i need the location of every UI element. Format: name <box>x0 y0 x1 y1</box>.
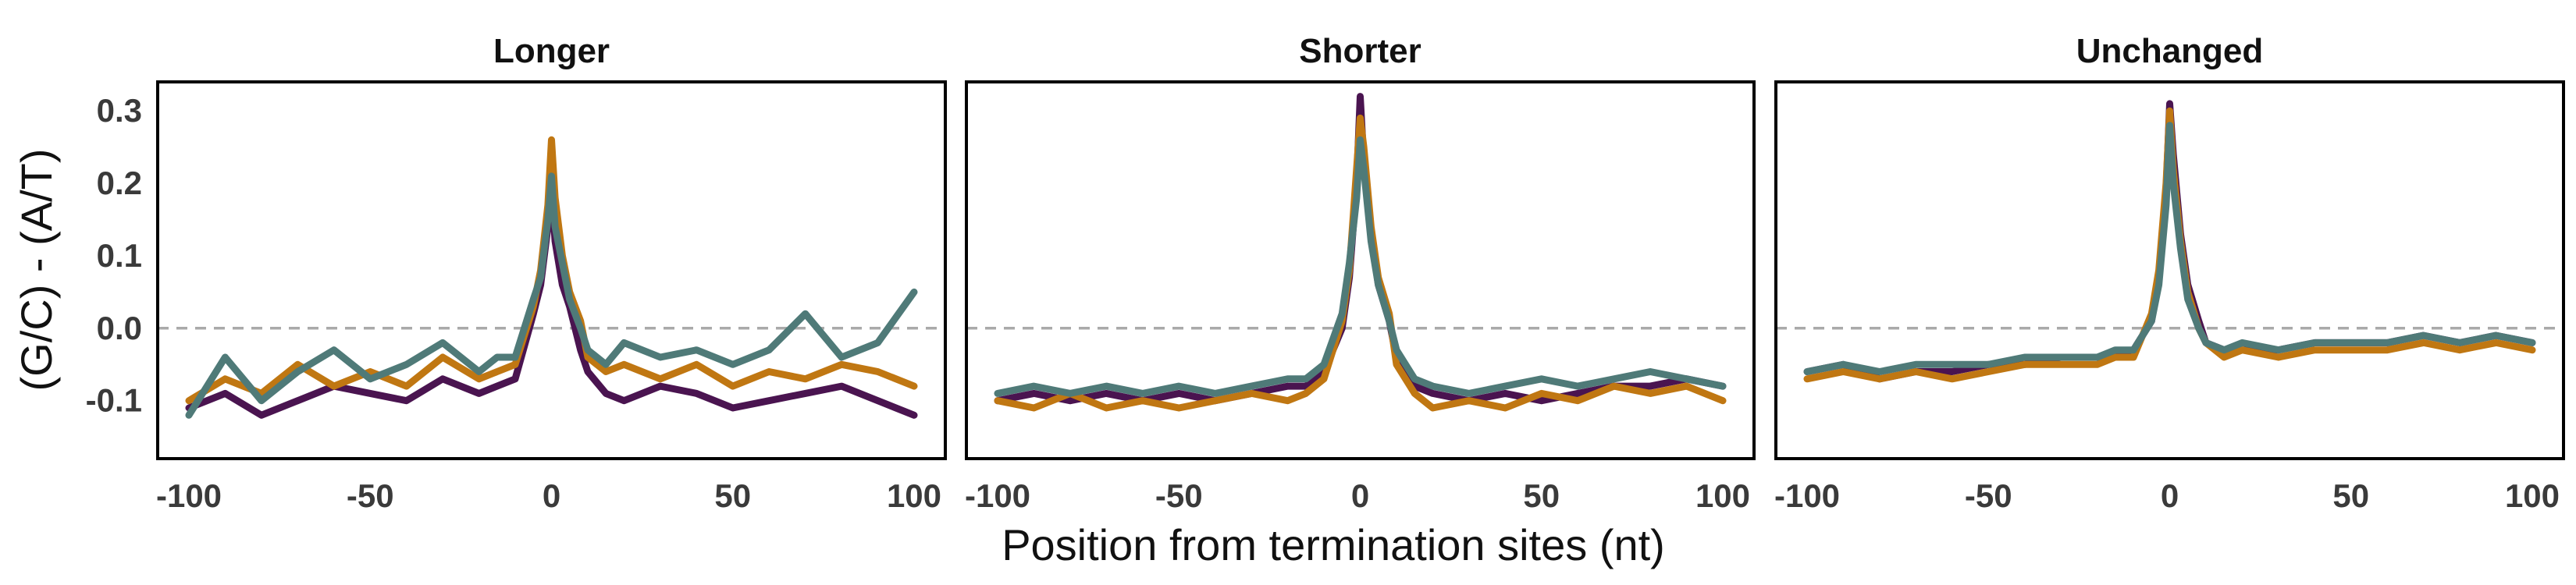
x-tick-label: 50 <box>1523 477 1560 514</box>
panel-title-shorter: Shorter <box>1299 32 1421 70</box>
y-tick-label: -0.1 <box>86 382 142 419</box>
x-tick-label: 100 <box>2505 477 2560 514</box>
y-tick-label: 0.3 <box>97 92 142 129</box>
panel-title-unchanged: Unchanged <box>2076 32 2264 70</box>
x-tick-label: -100 <box>1774 477 1840 514</box>
panel-frame <box>965 80 1756 460</box>
x-tick-label: -50 <box>1965 477 2012 514</box>
y-axis-label: (G/C) - (A/T) <box>12 148 61 391</box>
y-tick-label: 0.1 <box>97 237 142 274</box>
x-tick-label: 0 <box>1351 477 1369 514</box>
panel-frame <box>156 80 947 460</box>
panel-shorter: Shorter -100 -50 0 50 100 <box>965 32 1756 514</box>
panel-unchanged: Unchanged -100 -50 0 50 100 <box>1774 32 2565 514</box>
x-tick-label: 0 <box>2161 477 2179 514</box>
x-tick-label: 100 <box>887 477 941 514</box>
panels-layer: Longer -100 -50 0 50 100 -0.1 0.0 0.1 0.2 0.3 Short… <box>86 32 2565 514</box>
series-line-2 <box>994 114 1727 412</box>
series-line-3 <box>994 136 1727 397</box>
x-tick-label: -50 <box>347 477 394 514</box>
series-line-3 <box>1803 122 2536 375</box>
x-tick-label: -50 <box>1155 477 1203 514</box>
panel-frame <box>1774 80 2565 460</box>
x-axis-label: Position from termination sites (nt) <box>1002 520 1665 569</box>
x-tick-label: -100 <box>965 477 1030 514</box>
panel-longer: Longer -100 -50 0 50 100 -0.1 0.0 0.1 0.2 0.3 <box>86 32 947 514</box>
y-tick-label: 0.2 <box>97 165 142 201</box>
x-tick-label: 50 <box>2332 477 2369 514</box>
y-tick-label: 0.0 <box>97 310 142 346</box>
series-line-3 <box>185 172 918 419</box>
x-tick-label: -100 <box>156 477 222 514</box>
x-tick-label: 100 <box>1695 477 1750 514</box>
x-tick-label: 0 <box>543 477 560 514</box>
panel-title-longer: Longer <box>493 32 610 70</box>
x-tick-label: 50 <box>714 477 751 514</box>
